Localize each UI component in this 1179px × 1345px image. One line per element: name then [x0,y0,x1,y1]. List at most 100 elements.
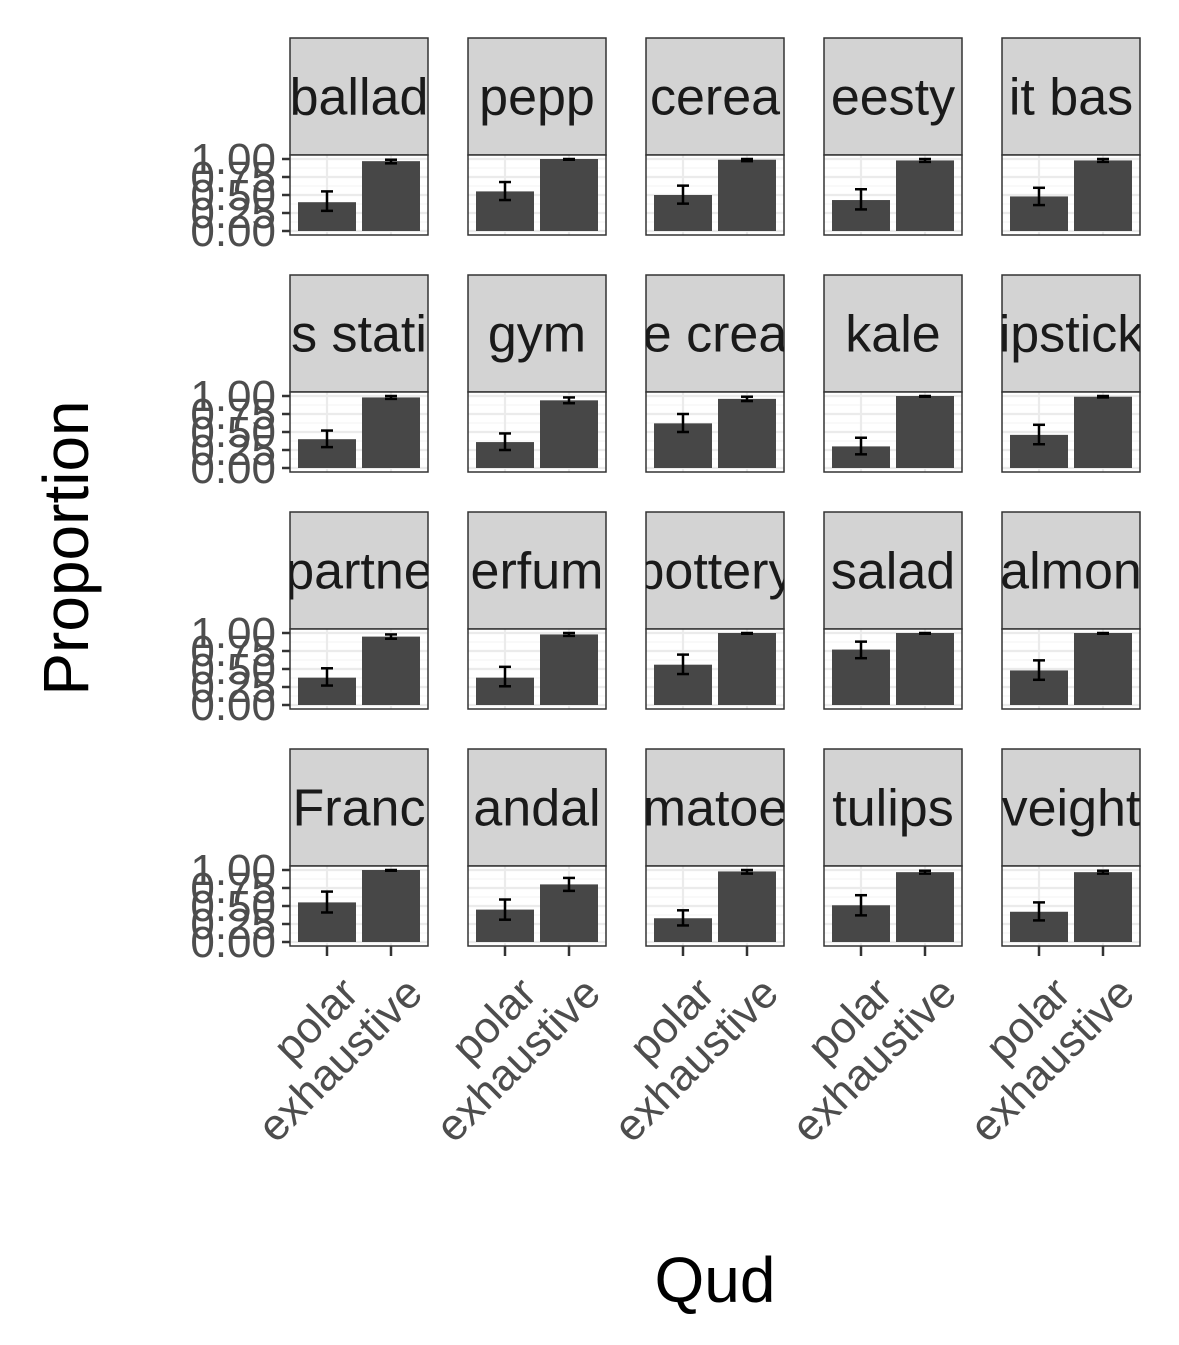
facet-strip [823,37,963,156]
facet-strip-label: tulips [832,780,953,838]
y-tick-label: 0.50 [190,882,276,931]
facet-strip-label: eesty [831,69,955,127]
bar-exhaustive [718,871,776,942]
error-bar-polar [855,187,867,211]
facet-panel: s stati 0.000.250.500.751.00 [190,274,429,493]
facet-strip [467,511,607,630]
error-bar-polar [855,640,867,660]
facet-strip-label: s stati [291,306,427,364]
bar-exhaustive [896,872,954,942]
bar-exhaustive [362,870,420,942]
panel-border [823,628,963,710]
error-bar-exhaustive [741,395,753,403]
facet-strip-label: e crea [643,306,788,364]
error-bar-exhaustive [563,396,575,405]
facet-strip [645,511,785,630]
facet-strip-label: almon [1000,543,1142,601]
facet-strip [289,37,429,156]
error-bar-exhaustive [563,157,575,161]
y-tick-label: 1.00 [190,846,276,895]
facet-strip-label: ipstick [999,306,1144,364]
facet-strip [1001,37,1141,156]
facet-strip-label: ballad [290,69,429,127]
facet-strip [289,511,429,630]
facet-strip [823,274,963,393]
bar-exhaustive [896,633,954,705]
bar-exhaustive [540,400,598,468]
y-tick-label: 0.25 [190,426,276,475]
y-tick-label: 0.00 [190,681,276,730]
bar-exhaustive [896,160,954,231]
facet-panel: ballad 0.000.250.500.751.00 [190,37,429,256]
facet-strip [289,274,429,393]
error-bar-exhaustive [563,876,575,893]
facet-strip-label: pottery [636,543,795,601]
error-bar-polar [855,436,867,456]
error-bar-polar [677,909,689,927]
error-bar-exhaustive [385,158,397,165]
facet-strip-label: cerea [650,69,780,127]
error-bar-exhaustive [1097,631,1109,635]
facet-panel: partne 0.000.250.500.751.00 [190,511,429,730]
bar-exhaustive [362,636,420,705]
error-bar-exhaustive [385,868,397,872]
facet-panel: pepp [467,37,607,236]
error-bar-exhaustive [919,394,931,398]
error-bar-exhaustive [385,633,397,641]
error-bar-polar [677,653,689,676]
facet-strip-label: erfum [471,543,604,601]
facet-strip-label: Franc [293,780,426,838]
panel-border [823,865,963,947]
error-bar-polar [499,432,511,452]
error-bar-polar [1033,186,1045,207]
facet-panel: eesty [823,37,963,236]
facet-strip-label: it bas [1009,69,1133,127]
error-bar-polar [321,890,333,914]
y-tick-label: 1.00 [190,609,276,658]
y-tick-label: 1.00 [190,372,276,421]
error-bar-exhaustive [1097,157,1109,164]
error-bar-polar [1033,423,1045,446]
y-tick-label: 0.75 [190,390,276,439]
bar-polar [654,918,712,942]
facet-panel: gym [467,274,607,473]
bar-exhaustive [1074,160,1132,231]
error-bar-exhaustive [919,157,931,164]
facet-strip [823,511,963,630]
y-axis-title: Proportion [30,400,102,695]
facet-strip [1001,274,1141,393]
facet-strip-label: matoe [643,780,788,838]
y-tick-label: 0.75 [190,627,276,676]
facet-strip-label: kale [845,306,940,364]
error-bar-exhaustive [1097,869,1109,875]
panel-border [1001,865,1141,947]
panel-border [1001,154,1141,236]
bar-exhaustive [1074,396,1132,468]
bar-exhaustive [718,398,776,468]
facet-strip-label: gym [488,306,586,364]
facet-strip-label: salad [831,543,955,601]
bar-exhaustive [362,397,420,468]
error-bar-exhaustive [919,869,931,875]
panel-border [467,628,607,710]
error-bar-exhaustive [1097,394,1109,399]
bar-exhaustive [718,159,776,231]
y-tick-label: 0.50 [190,645,276,694]
panel-border [645,628,785,710]
error-bar-polar [1033,901,1045,922]
facet-panel: tulips [823,748,963,947]
facet-panel: matoe [643,748,788,947]
facet-panel: almon [1000,511,1142,710]
facet-strip-label: veight [1002,780,1141,838]
panel-border [1001,628,1141,710]
facet-strip [289,748,429,867]
facet-strip [467,37,607,156]
error-bar-polar [855,893,867,917]
error-bar-exhaustive [741,631,753,635]
error-bar-exhaustive [385,394,397,401]
bar-exhaustive [718,633,776,705]
panel-border [1001,391,1141,473]
facet-strip-label: andal [473,780,600,838]
y-tick-label: 0.50 [190,171,276,220]
